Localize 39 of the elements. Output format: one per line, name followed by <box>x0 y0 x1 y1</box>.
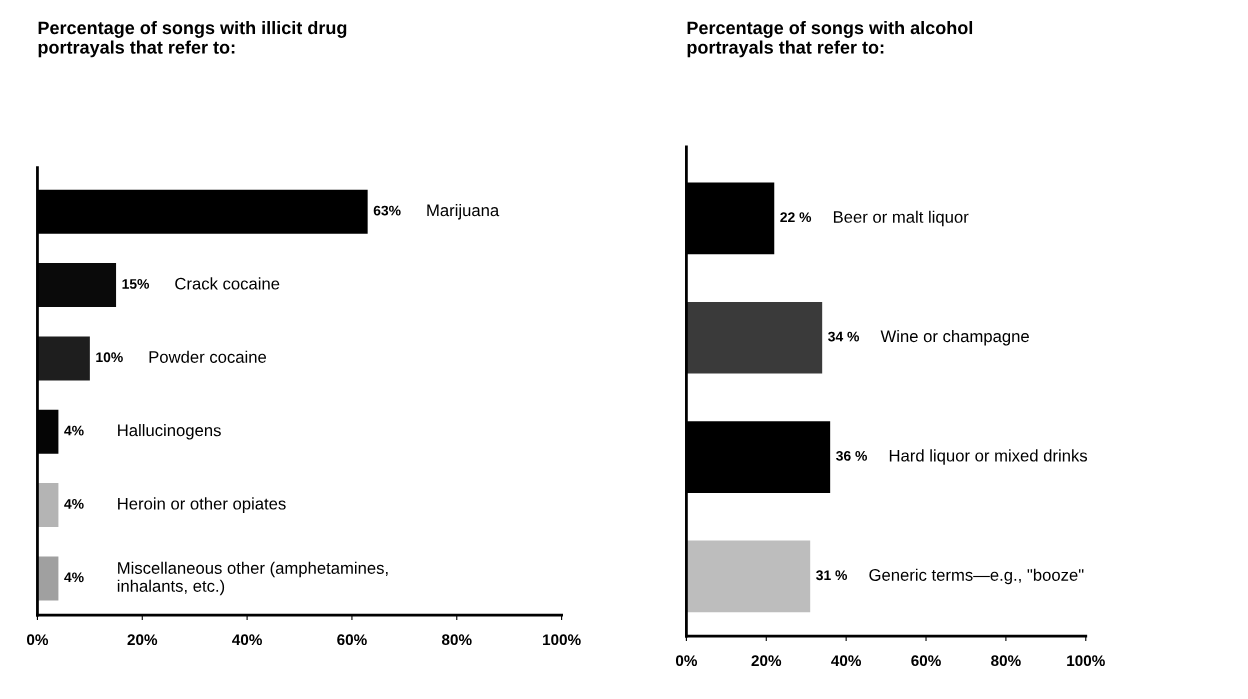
category-label: Heroin or other opiates <box>118 497 286 513</box>
bar <box>686 540 811 613</box>
data-label: 4% <box>64 572 84 583</box>
data-label: 31 % <box>816 570 848 581</box>
x-tick-label: 100% <box>1067 655 1105 667</box>
category-label: Miscellaneous other (amphetamines, inhalants, etc.) <box>117 561 388 596</box>
data-label: 10% <box>96 352 123 363</box>
data-label: 4% <box>64 499 84 509</box>
category-label: Powder cocaine <box>149 350 267 363</box>
data-label: 22 % <box>780 212 812 223</box>
category-label: Crack cocaine <box>175 277 280 290</box>
bar <box>37 556 59 601</box>
y-tick-label: Wine or champagne <box>880 329 1029 346</box>
data-label: 34 % <box>828 331 860 342</box>
x-tick-label: 40% <box>831 655 862 667</box>
y-tick-label: Generic terms—e.g., "booze" <box>869 568 1084 585</box>
bar <box>37 483 59 528</box>
bar <box>37 336 90 381</box>
data-label: 4% <box>64 425 84 436</box>
x-tick-label: 60% <box>911 655 941 667</box>
data-label: 63% <box>373 205 401 216</box>
x-tick-label: 0% <box>675 655 698 667</box>
y-tick-label: Hard liquor or mixed drinks <box>889 449 1088 465</box>
x-tick-label: 80% <box>991 655 1021 667</box>
bar <box>686 301 823 374</box>
x-tick-label: 100% <box>543 634 581 646</box>
chart-title: Percentage of songs with illicit drug portrayals that refer to: <box>38 20 347 58</box>
data-label: 36 % <box>836 450 868 461</box>
y-tick-label: Beer or malt liquor <box>833 210 969 227</box>
x-tick-label: 0% <box>27 634 49 646</box>
category-label: Marijuana <box>427 203 500 220</box>
x-tick-label: 80% <box>441 634 472 646</box>
x-tick-label: 40% <box>232 634 262 646</box>
chart-title: Percentage of songs with alcohol portrayals that refer to: <box>687 20 973 58</box>
x-tick-label: 60% <box>337 634 367 646</box>
x-tick-label: 20% <box>751 655 782 667</box>
category-label: Hallucinogens <box>118 424 221 440</box>
data-label: 15% <box>122 279 150 289</box>
x-tick-label: 20% <box>127 634 158 646</box>
